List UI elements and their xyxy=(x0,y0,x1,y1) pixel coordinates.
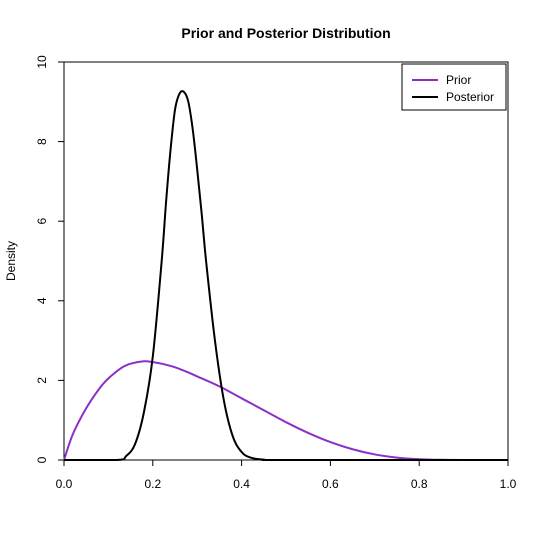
y-axis-label: Density xyxy=(4,241,18,281)
legend-label-prior: Prior xyxy=(446,73,471,87)
x-tick-label: 1.0 xyxy=(500,477,517,491)
y-tick-label: 0 xyxy=(35,456,49,463)
y-tick-label: 4 xyxy=(35,297,49,304)
y-tick-label: 6 xyxy=(35,218,49,225)
y-tick-label: 2 xyxy=(35,377,49,384)
legend-box xyxy=(401,63,507,111)
legend: Prior Posterior xyxy=(401,63,507,111)
x-tick-label: 0.6 xyxy=(322,477,339,491)
y-tick-label: 10 xyxy=(35,55,49,69)
y-tick-label: 8 xyxy=(35,138,49,145)
x-tick-label: 0.8 xyxy=(411,477,428,491)
series-line-prior xyxy=(63,360,508,462)
x-axis: 0.0 0.2 0.4 0.6 0.8 1.0 xyxy=(56,460,517,491)
legend-label-posterior: Posterior xyxy=(446,90,494,104)
x-tick-label: 0.0 xyxy=(56,477,73,491)
series-line-posterior xyxy=(63,90,508,462)
chart-title: Prior and Posterior Distribution xyxy=(181,25,390,41)
y-axis: 0 2 4 6 8 10 xyxy=(35,55,64,463)
plot-frame xyxy=(63,61,509,461)
x-tick-label: 0.2 xyxy=(144,477,161,491)
x-tick-label: 0.4 xyxy=(233,477,250,491)
series-lines xyxy=(63,90,508,462)
